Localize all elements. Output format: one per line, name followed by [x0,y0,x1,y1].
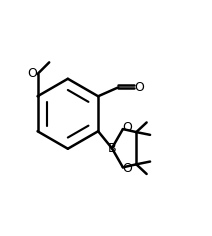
Text: O: O [122,162,132,175]
Text: O: O [122,121,132,134]
Text: B: B [108,142,116,155]
Text: O: O [134,81,144,94]
Text: O: O [27,67,37,80]
